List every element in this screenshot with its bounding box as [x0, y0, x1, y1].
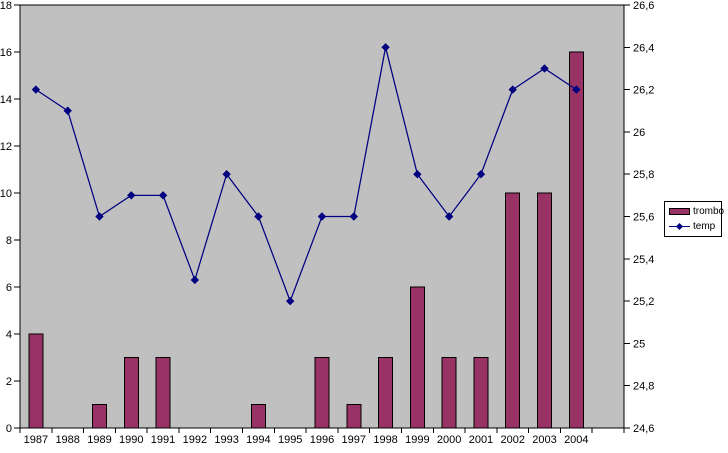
- temp-marker-1997[interactable]: [349, 212, 358, 221]
- temp-marker-1991[interactable]: [158, 191, 168, 200]
- legend-item-trombo[interactable]: trombo: [669, 206, 724, 217]
- y-left-tick-label: 14: [0, 94, 12, 106]
- x-tick-label: 1997: [342, 434, 366, 446]
- y-left-tick-label: 18: [0, 0, 12, 12]
- y-right-tick-label: 24,6: [633, 423, 654, 435]
- y-left-tick-label: 10: [0, 188, 12, 200]
- bar-1999[interactable]: [409, 286, 425, 429]
- temp-marker-1987[interactable]: [31, 85, 41, 94]
- y-left-tick-label: 16: [0, 47, 12, 59]
- bar-2002[interactable]: [505, 192, 521, 429]
- temp-marker-1988[interactable]: [63, 106, 72, 115]
- y-left-tick-label: 6: [6, 282, 12, 294]
- bar-1994[interactable]: [250, 404, 266, 429]
- diamond-marker-icon: [675, 222, 684, 230]
- bar-2000[interactable]: [441, 357, 457, 429]
- y-right-tick-label: 26,2: [633, 85, 654, 97]
- y-right-tick-label: 26: [633, 127, 645, 139]
- legend-label-temp: temp: [693, 221, 716, 232]
- temp-line-swatch: [669, 222, 690, 230]
- bar-1997[interactable]: [346, 404, 362, 429]
- y-left-tick-label: 2: [6, 376, 12, 388]
- temp-marker-1996[interactable]: [317, 212, 327, 221]
- x-tick-label: 1991: [151, 434, 175, 446]
- x-tick-label: 1999: [405, 434, 429, 446]
- temp-marker-2004[interactable]: [572, 85, 581, 94]
- y-right-tick-label: 26,4: [633, 42, 654, 54]
- x-tick-label: 2003: [532, 434, 556, 446]
- y-right-tick-label: 25,6: [633, 212, 654, 224]
- temp-marker-1994[interactable]: [254, 212, 263, 221]
- temp-marker-1998[interactable]: [381, 43, 390, 52]
- x-tick-label: 1987: [24, 434, 48, 446]
- x-tick-label: 1993: [214, 434, 238, 446]
- y-right-tick-label: 25,4: [633, 254, 654, 266]
- x-tick-label: 1998: [373, 434, 397, 446]
- y-right-tick-label: 25,8: [633, 169, 654, 181]
- y-left-tick-label: 8: [6, 235, 12, 247]
- x-tick-label: 1996: [310, 434, 334, 446]
- bar-2004[interactable]: [568, 51, 584, 429]
- bar-1989[interactable]: [91, 404, 107, 429]
- bar-1987[interactable]: [28, 333, 44, 429]
- temp-marker-1990[interactable]: [127, 191, 136, 200]
- legend[interactable]: trombo temp: [664, 201, 724, 237]
- bar-1990[interactable]: [123, 357, 139, 429]
- temp-marker-2001[interactable]: [476, 169, 486, 179]
- temp-marker-2000[interactable]: [444, 212, 454, 221]
- y-left-tick-label: 12: [0, 141, 12, 153]
- bar-2003[interactable]: [537, 192, 553, 429]
- legend-item-temp[interactable]: temp: [669, 221, 718, 232]
- bar-1996[interactable]: [314, 357, 330, 429]
- bar-1998[interactable]: [378, 357, 394, 429]
- x-tick-label: 2002: [500, 434, 524, 446]
- temp-line[interactable]: [35, 47, 577, 303]
- x-tick-label: 1990: [119, 434, 143, 446]
- x-tick-label: 1988: [55, 434, 79, 446]
- trombo-bar-swatch: [669, 208, 690, 215]
- x-tick-label: 1992: [183, 434, 207, 446]
- legend-label-trombo: trombo: [693, 206, 725, 217]
- y-left-tick-label: 0: [6, 423, 12, 435]
- x-tick-label: 2001: [469, 434, 493, 446]
- y-right-tick-label: 24,8: [633, 381, 654, 393]
- temp-marker-1993[interactable]: [222, 169, 231, 179]
- x-tick-label: 2000: [437, 434, 461, 446]
- y-left-tick-label: 4: [6, 329, 12, 341]
- temp-marker-1992[interactable]: [190, 275, 200, 285]
- y-right-tick-label: 25,2: [633, 296, 654, 308]
- y-right-tick-label: 25: [633, 338, 645, 350]
- x-tick-label: 1989: [87, 434, 111, 446]
- temp-marker-1989[interactable]: [95, 212, 104, 221]
- x-tick-label: 1994: [246, 434, 270, 446]
- x-tick-label: 1995: [278, 434, 302, 446]
- temp-marker-1995[interactable]: [286, 296, 295, 306]
- temp-marker-2002[interactable]: [508, 85, 517, 94]
- x-tick-label: 2004: [564, 434, 588, 446]
- bar-2001[interactable]: [473, 357, 489, 429]
- y-right-tick-label: 26,6: [633, 0, 654, 12]
- temp-marker-1999[interactable]: [413, 169, 422, 179]
- temp-marker-2003[interactable]: [540, 64, 549, 73]
- bar-1991[interactable]: [155, 357, 171, 429]
